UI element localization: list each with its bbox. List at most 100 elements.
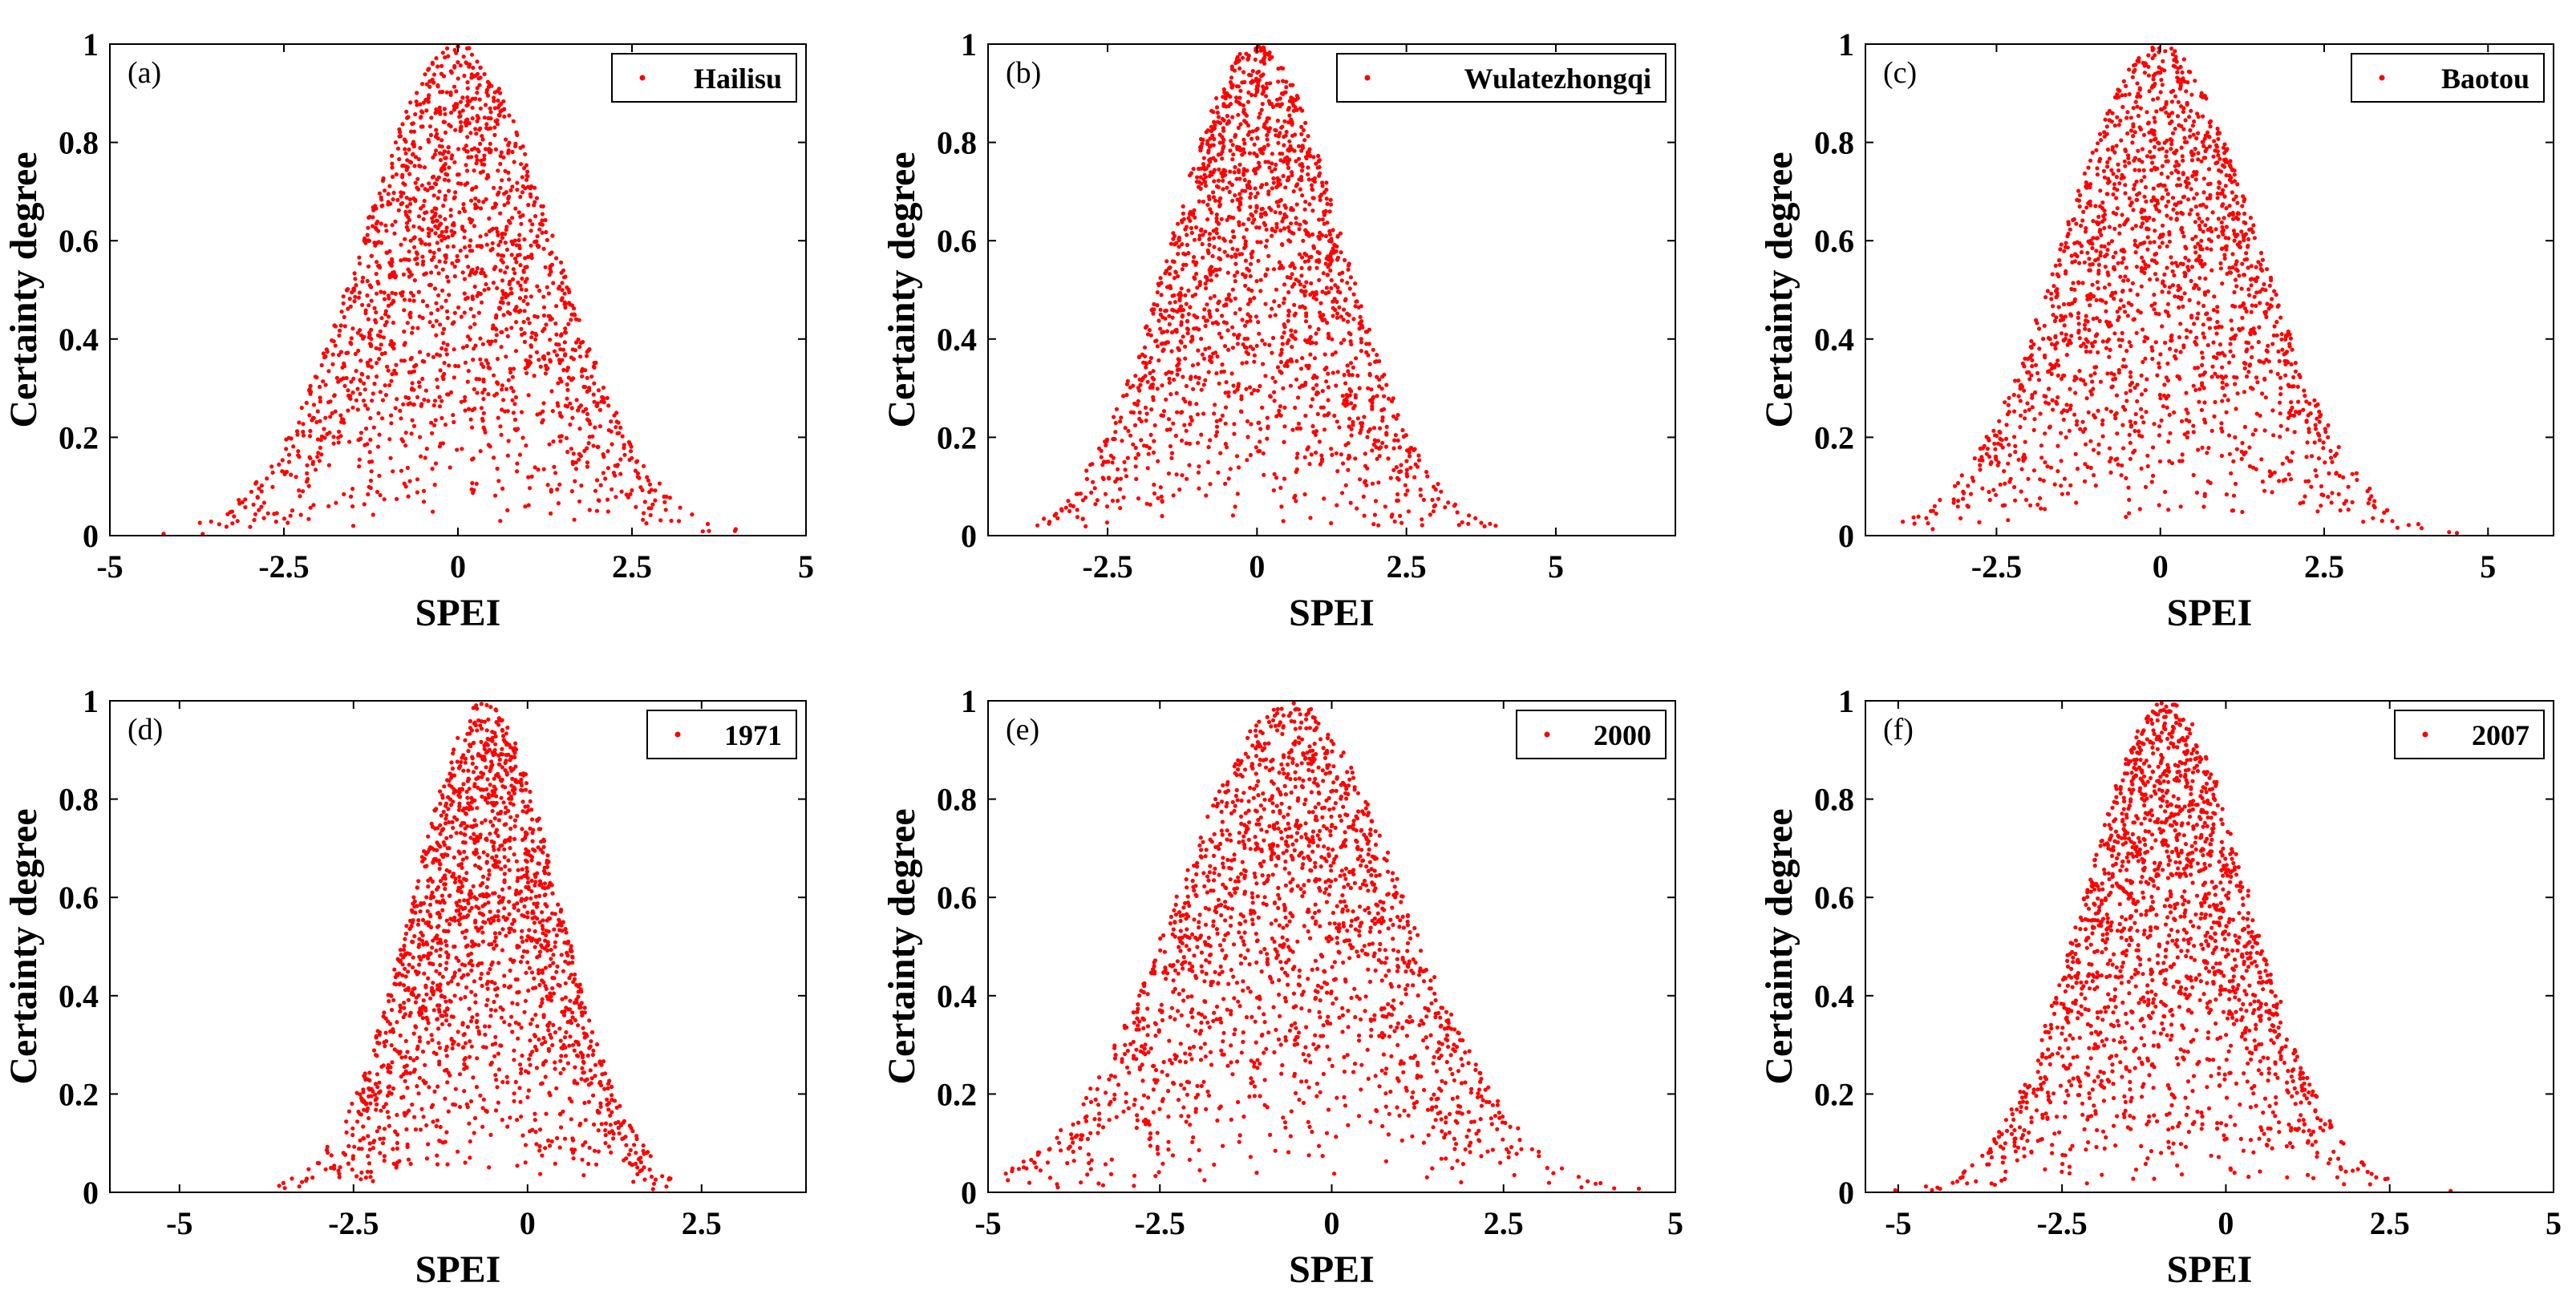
scatter-point xyxy=(597,407,603,412)
scatter-point xyxy=(408,129,414,134)
scatter-point xyxy=(1237,170,1241,175)
scatter-point xyxy=(2121,446,2126,451)
scatter-point xyxy=(391,299,396,304)
scatter-point xyxy=(2252,236,2257,241)
scatter-point xyxy=(470,297,476,301)
scatter-point xyxy=(548,318,553,322)
scatter-point xyxy=(1250,79,1255,83)
scatter-point xyxy=(472,314,476,319)
scatter-point xyxy=(1287,99,1292,103)
scatter-point xyxy=(1226,292,1231,297)
scatter-point xyxy=(2235,391,2240,396)
scatter-point xyxy=(1238,202,1243,207)
scatter-point xyxy=(1208,438,1213,443)
scatter-point xyxy=(2178,504,2183,509)
scatter-point xyxy=(373,225,378,230)
scatter-point xyxy=(1308,352,1313,357)
scatter-point xyxy=(2134,179,2139,184)
scatter-point xyxy=(1144,418,1148,423)
scatter-point xyxy=(559,379,564,384)
scatter-point xyxy=(2254,290,2259,295)
scatter-point xyxy=(475,86,480,91)
scatter-point xyxy=(1278,413,1283,418)
scatter-point xyxy=(1370,481,1375,486)
scatter-point xyxy=(1254,279,1259,284)
scatter-point xyxy=(1325,320,1330,326)
scatter-point xyxy=(1208,272,1213,277)
scatter-point xyxy=(2035,370,2040,375)
scatter-point xyxy=(1237,66,1242,71)
scatter-point xyxy=(354,398,358,403)
scatter-point xyxy=(2061,417,2066,423)
scatter-point xyxy=(362,502,367,507)
scatter-point xyxy=(1323,261,1328,266)
scatter-point xyxy=(368,478,374,484)
scatter-point xyxy=(406,228,411,233)
scatter-point xyxy=(578,341,583,346)
scatter-point xyxy=(614,495,618,500)
scatter-point xyxy=(1284,79,1289,84)
scatter-point xyxy=(1150,375,1155,380)
scatter-point xyxy=(1358,477,1363,482)
scatter-point xyxy=(374,271,379,277)
scatter-point xyxy=(2205,182,2211,187)
scatter-point xyxy=(486,443,491,447)
scatter-point xyxy=(438,322,443,327)
scatter-point xyxy=(1254,343,1259,348)
scatter-point xyxy=(476,199,481,204)
scatter-point xyxy=(2219,246,2224,251)
scatter-point xyxy=(446,235,451,240)
scatter-point xyxy=(500,278,505,283)
scatter-point xyxy=(1217,267,1222,272)
scatter-point xyxy=(419,115,423,119)
scatter-point xyxy=(416,214,422,219)
scatter-point xyxy=(2140,415,2145,419)
scatter-point xyxy=(2006,461,2011,466)
scatter-point xyxy=(2143,484,2149,490)
scatter-point xyxy=(1203,175,1209,180)
scatter-point xyxy=(1250,255,1254,260)
scatter-point xyxy=(1212,236,1217,241)
scatter-point xyxy=(2094,365,2099,370)
scatter-point xyxy=(2177,87,2183,91)
scatter-point xyxy=(2329,500,2334,505)
scatter-point xyxy=(2246,370,2251,374)
legend-marker xyxy=(639,75,646,81)
scatter-point xyxy=(459,314,464,319)
scatter-point xyxy=(2196,131,2201,136)
scatter-point xyxy=(1143,374,1148,378)
scatter-point xyxy=(1247,180,1252,184)
scatter-point xyxy=(526,503,531,508)
scatter-point xyxy=(1274,475,1279,480)
scatter-point xyxy=(488,150,493,155)
scatter-point xyxy=(2200,350,2205,355)
scatter-point xyxy=(1172,308,1177,313)
scatter-point xyxy=(2042,394,2047,399)
scatter-point xyxy=(1272,471,1277,476)
scatter-point xyxy=(1035,523,1040,528)
scatter-point xyxy=(397,156,402,162)
scatter-point xyxy=(2107,354,2112,359)
scatter-point xyxy=(421,100,427,105)
scatter-point xyxy=(2025,370,2030,375)
scatter-point xyxy=(429,257,435,262)
scatter-point xyxy=(2140,255,2145,260)
scatter-point xyxy=(379,221,383,226)
scatter-point xyxy=(2212,139,2217,144)
scatter-point xyxy=(2059,484,2064,488)
scatter-point xyxy=(516,280,520,285)
scatter-point xyxy=(1216,301,1221,305)
scatter-point xyxy=(1460,520,1464,524)
scatter-point xyxy=(479,406,484,411)
scatter-point xyxy=(2219,325,2224,330)
scatter-point xyxy=(1236,112,1241,117)
scatter-point xyxy=(551,281,556,285)
scatter-point xyxy=(2006,518,2011,523)
scatter-point xyxy=(1290,345,1294,350)
scatter-point xyxy=(2382,510,2387,516)
scatter-point xyxy=(1271,180,1276,185)
scatter-point xyxy=(1184,225,1189,229)
scatter-point xyxy=(392,368,397,373)
scatter-point xyxy=(1294,377,1299,382)
scatter-point xyxy=(2321,440,2326,445)
